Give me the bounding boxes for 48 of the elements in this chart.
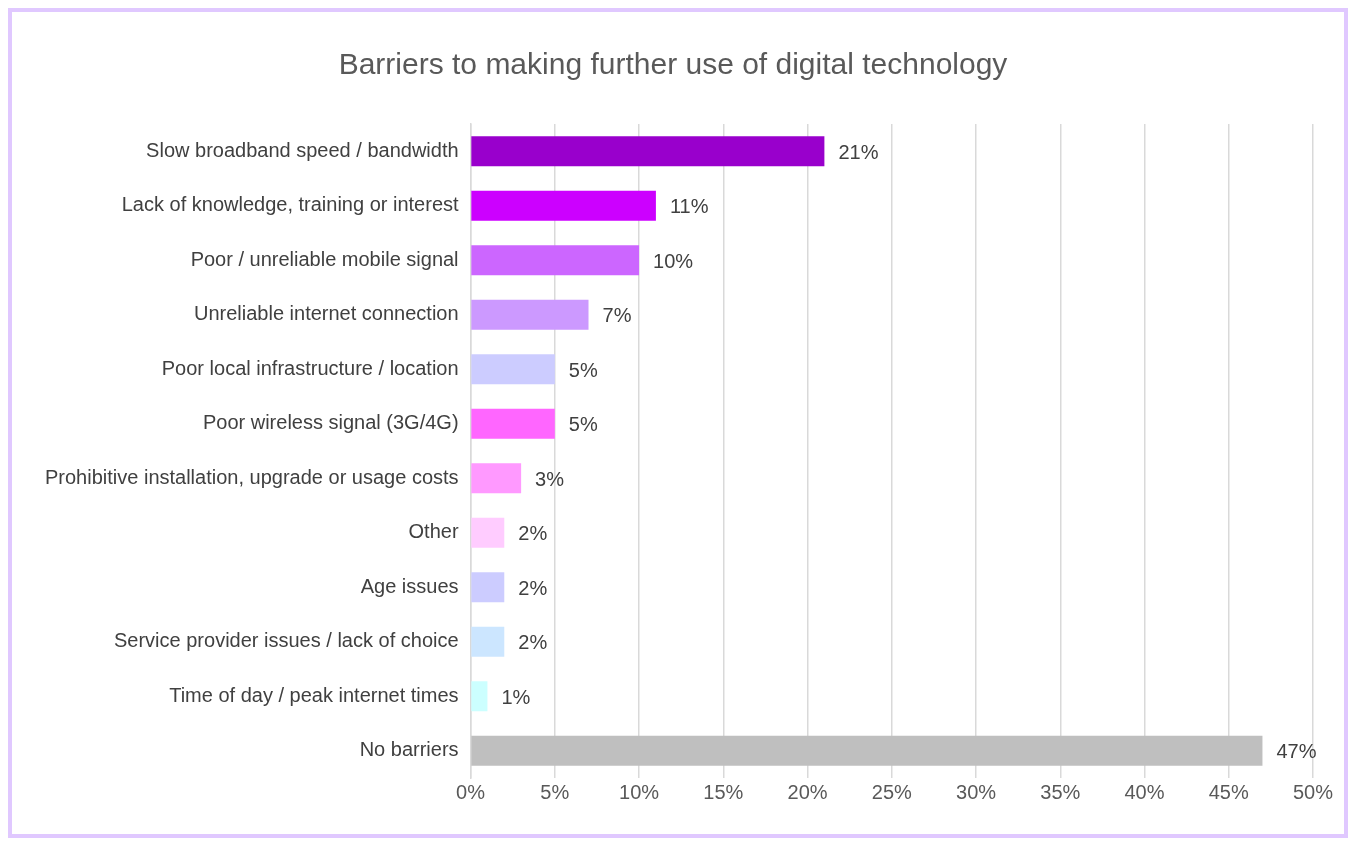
bar [471,190,656,221]
y-tick-label: Other [408,520,459,543]
y-tick-label: Poor local infrastructure / location [161,356,459,379]
data-label: 11% [669,195,709,218]
bar [471,354,555,385]
bar [471,735,1263,766]
y-tick-label: Lack of knowledge, training or interest [121,193,460,216]
bar [471,463,522,494]
data-label: 5% [568,358,598,381]
x-tick-label: 25% [871,780,913,803]
y-tick-label: Slow broadband speed / bandwidth [146,138,459,161]
data-label: 47% [1276,740,1317,763]
data-label: 10% [653,249,694,272]
y-tick-label: Prohibitive installation, upgrade or usage costs [45,465,459,488]
bar [471,408,555,439]
x-tick-label: 10% [619,780,660,803]
x-tick-label: 50% [1292,780,1334,803]
bar [471,517,505,548]
bar [471,245,640,276]
x-tick-label: 5% [540,780,570,803]
y-tick-label: Poor / unreliable mobile signal [190,247,459,270]
data-label: 5% [568,413,598,436]
y-tick-label: Service provider issues / lack of choice [113,629,459,652]
chart-title: Barriers to making further use of digital technology [338,47,1008,81]
x-tick-label: 45% [1208,780,1249,803]
data-label: 1% [501,685,531,708]
y-tick-label: Time of day / peak internet times [169,683,459,706]
bar [471,299,589,330]
data-label: 3% [535,467,565,490]
data-label: 7% [602,304,632,327]
bar [471,136,825,167]
y-tick-label: Unreliable internet connection [193,302,459,325]
data-label: 2% [518,576,548,599]
data-label: 2% [518,631,548,654]
x-tick-label: 0% [456,780,486,803]
data-label: 2% [518,522,548,545]
bar [471,626,505,657]
data-label: 21% [838,140,879,163]
x-tick-label: 20% [787,780,828,803]
bar [471,572,505,603]
bar [471,681,488,712]
y-tick-label: Poor wireless signal (3G/4G) [202,411,459,434]
y-tick-label: No barriers [359,738,459,761]
y-tick-label: Age issues [360,574,459,597]
x-tick-label: 15% [703,780,744,803]
x-tick-label: 40% [1124,780,1165,803]
x-tick-label: 30% [956,780,997,803]
x-tick-label: 35% [1040,780,1081,803]
